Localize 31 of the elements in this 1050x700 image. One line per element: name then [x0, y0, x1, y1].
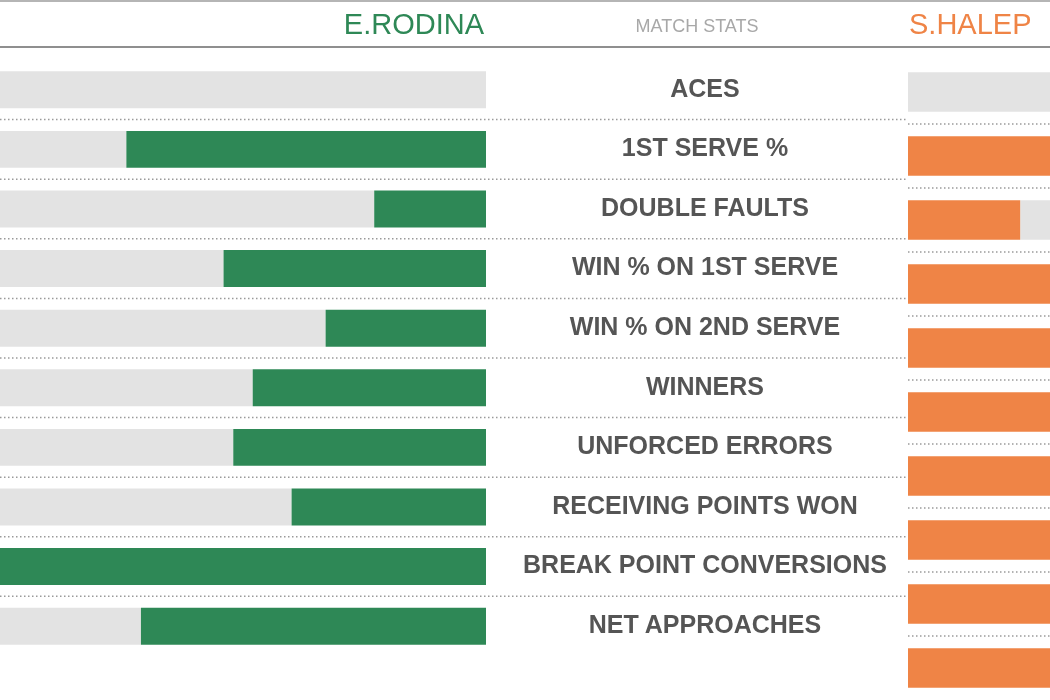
bar: [233, 428, 486, 466]
y-tick-label: DOUBLE FAULTS: [601, 192, 809, 221]
bar: [0, 71, 486, 109]
bar: [0, 130, 127, 168]
y-tick-label: NET APPROACHES: [588, 610, 822, 639]
y-tick-label: WINNERS: [645, 371, 765, 400]
bar: [374, 190, 486, 228]
bar: [325, 309, 486, 347]
bar: [0, 369, 253, 407]
text: E.RODINA: [343, 8, 485, 40]
bar: [252, 369, 486, 407]
bar: [0, 607, 141, 645]
bar: [0, 250, 224, 288]
bar: [0, 190, 375, 228]
y-tick-label: BREAK POINT CONVERSIONS: [523, 550, 887, 579]
bar: [0, 309, 326, 347]
bar: [140, 607, 486, 645]
y-tick-label: ACES: [670, 73, 740, 102]
bar: [291, 488, 486, 526]
text: MATCH STATS: [635, 15, 759, 36]
bar: [0, 488, 292, 526]
y-tick-label: WIN % ON 2ND SERVE: [569, 312, 841, 341]
bar: [0, 548, 486, 586]
bar: [0, 428, 234, 466]
y-tick-label: UNFORCED ERRORS: [577, 431, 833, 460]
bar: [223, 250, 486, 288]
bar: [126, 130, 486, 168]
y-tick-label: WIN % ON 1ST SERVE: [571, 252, 839, 281]
y-tick-label: 1ST SERVE %: [621, 133, 789, 162]
y-tick-label: RECEIVING POINTS WON: [552, 490, 858, 519]
text: S.HALEP: [909, 8, 1032, 40]
